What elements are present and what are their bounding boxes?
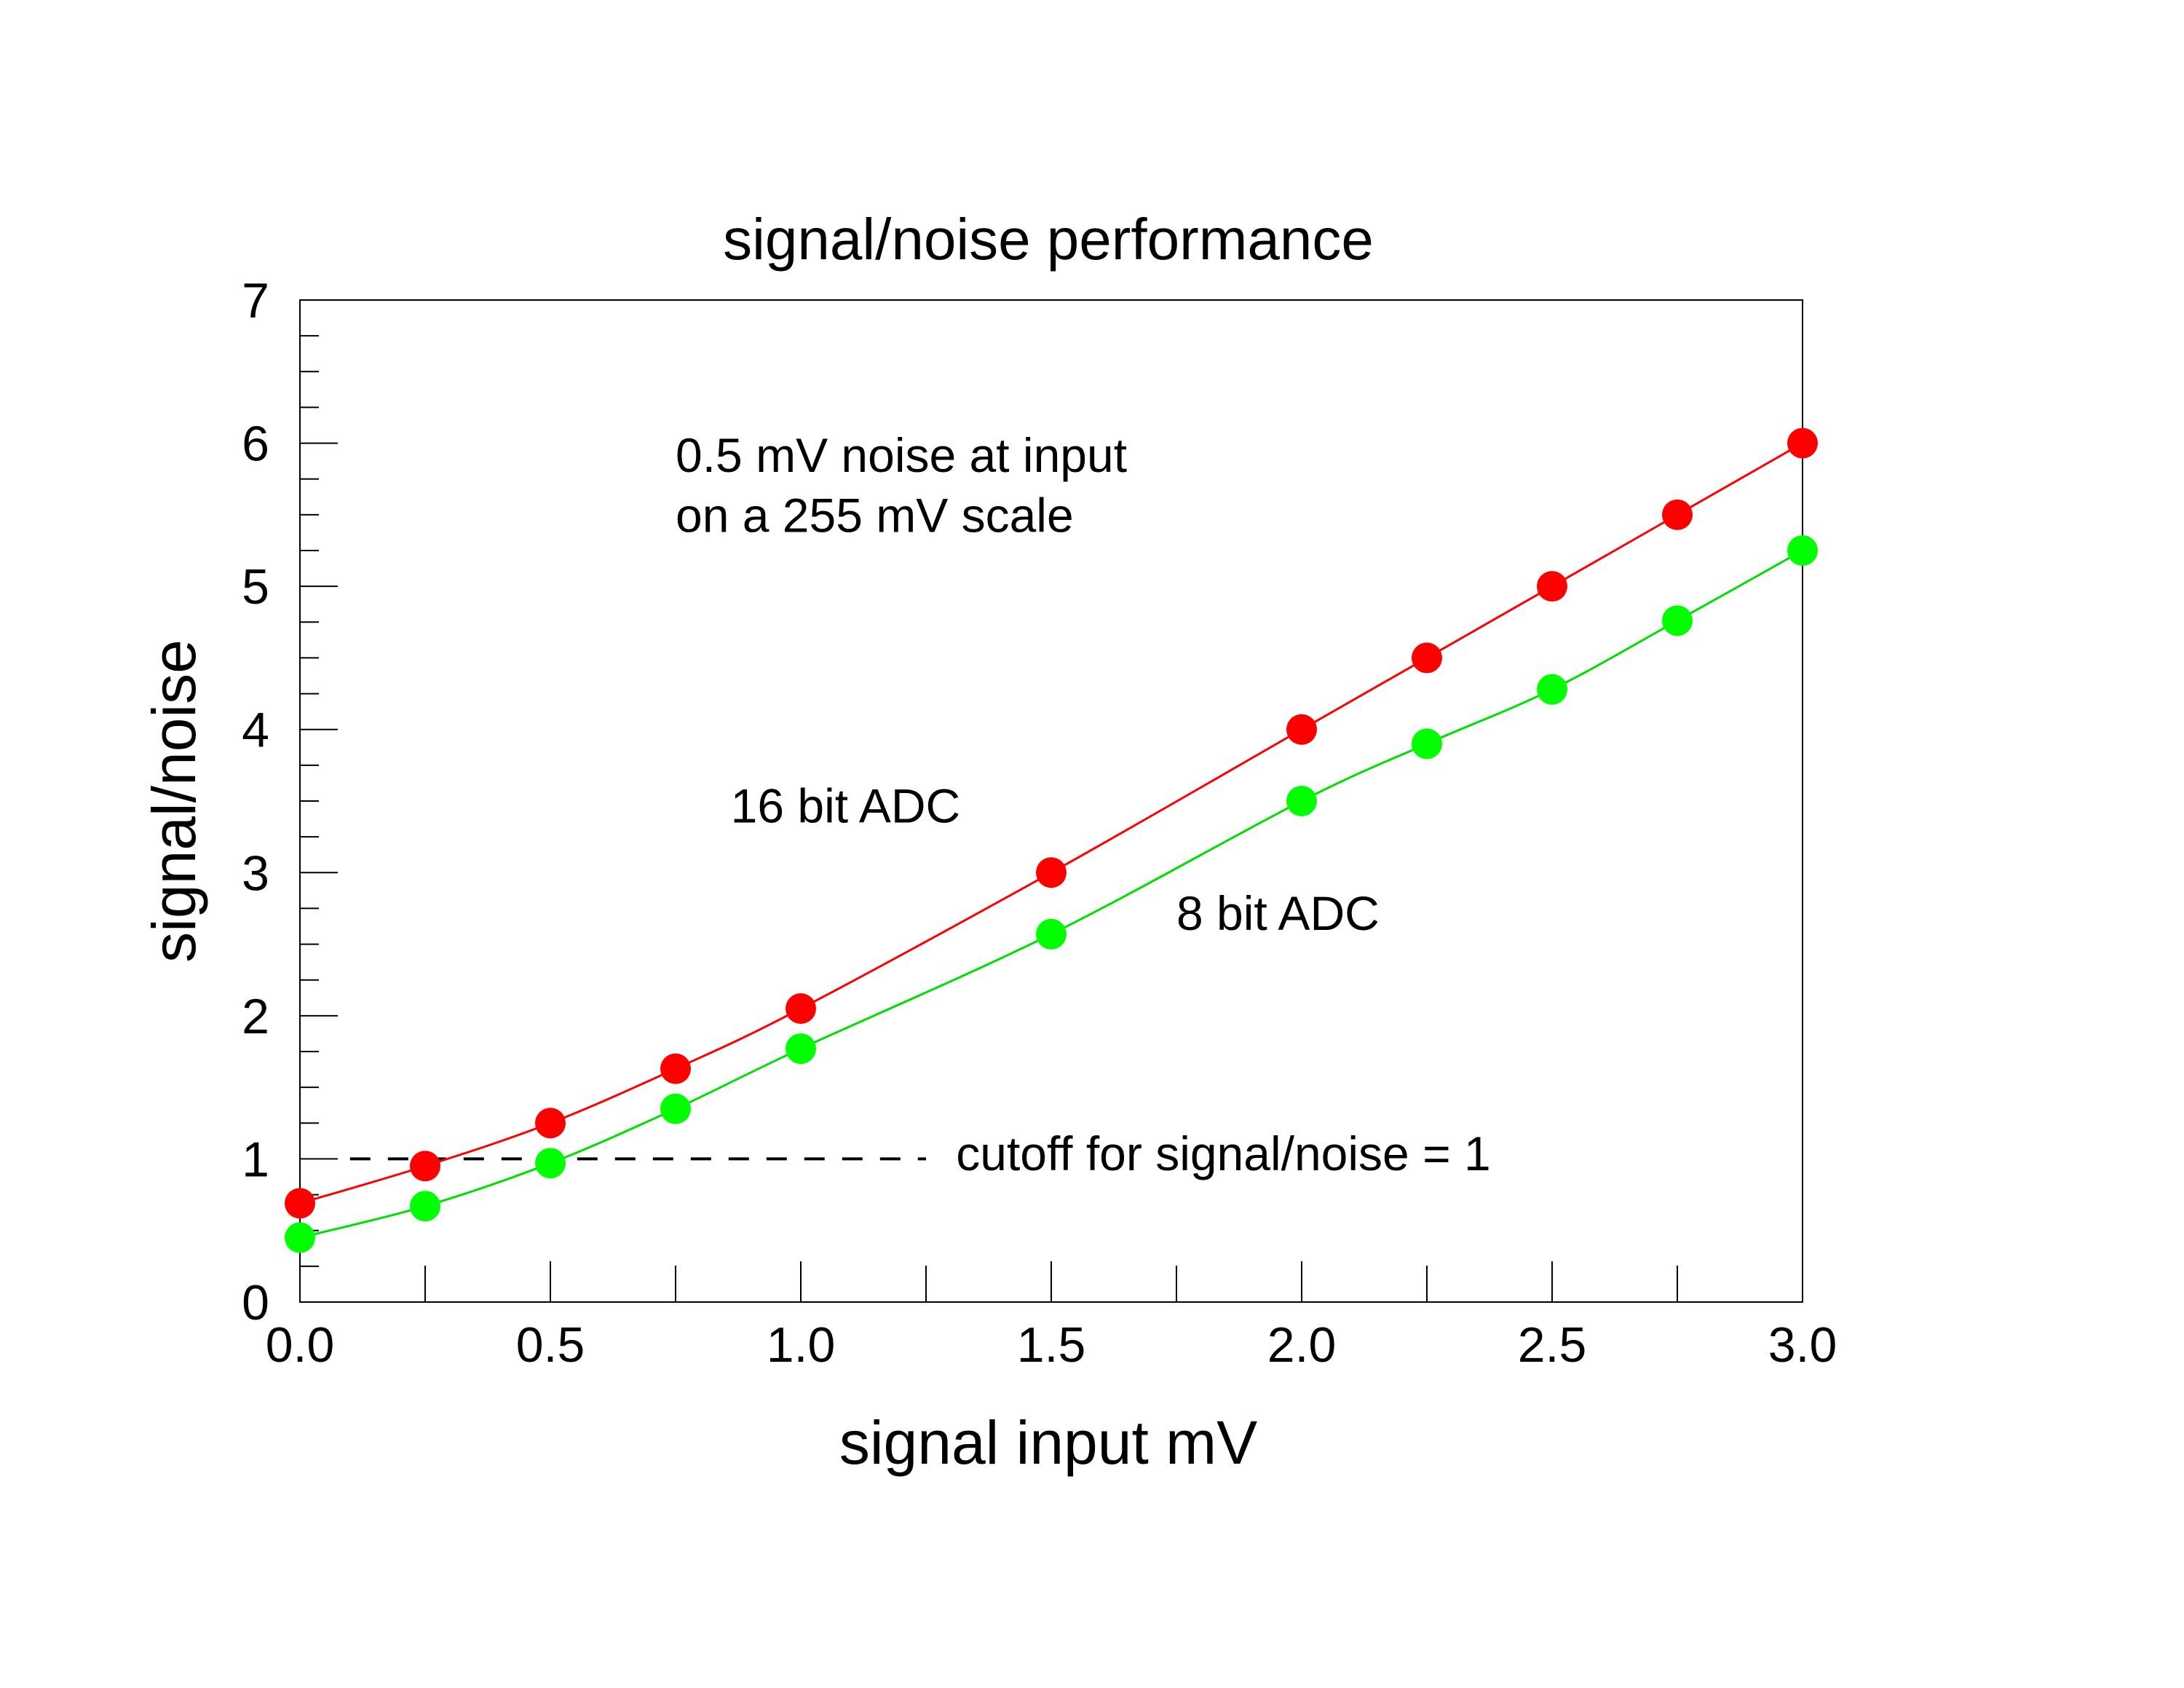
x-tick-label: 3.0 — [1768, 1317, 1837, 1373]
series-16bit-point — [1787, 427, 1818, 459]
annotation-layer: 0.5 mV noise at input on a 255 mV scale 16… — [676, 428, 1491, 1180]
series-16bit-point — [1286, 714, 1317, 745]
y-axis-title: signal/noise — [140, 639, 208, 963]
annotation: 8 bit ADC — [1176, 886, 1380, 940]
series-16bit-point — [410, 1151, 440, 1182]
annotation: 0.5 mV noise at input — [676, 428, 1127, 482]
y-tick-label: 4 — [242, 703, 269, 758]
series-16bit-point — [660, 1053, 691, 1084]
annotation: 16 bit ADC — [731, 778, 960, 832]
y-tick-label: 7 — [242, 273, 269, 328]
series-8bit-point — [660, 1093, 691, 1124]
minor-ticks — [300, 335, 1678, 1302]
y-tick-label: 2 — [242, 989, 269, 1044]
series-8bit-point — [1286, 786, 1317, 816]
series-layer — [285, 427, 1818, 1253]
y-tick-label: 1 — [242, 1132, 269, 1187]
y-ticks: 0 1 2 3 4 5 6 7 — [242, 273, 338, 1330]
x-axis-title: signal input mV — [839, 1408, 1257, 1477]
y-tick-label: 6 — [242, 417, 269, 472]
chart-title: signal/noise performance — [723, 207, 1374, 272]
series-8bit-point — [786, 1033, 816, 1065]
x-tick-label: 0.0 — [266, 1317, 335, 1373]
x-tick-label: 0.5 — [516, 1317, 585, 1373]
series-16bit-point — [285, 1188, 315, 1219]
annotation: on a 255 mV scale — [676, 488, 1074, 542]
y-tick-label: 5 — [242, 559, 269, 615]
x-tick-label: 1.5 — [1017, 1317, 1086, 1373]
series-16bit-point — [786, 993, 816, 1025]
series-8bit-point — [410, 1191, 440, 1222]
series-16bit-point — [535, 1108, 566, 1139]
y-tick-label: 3 — [242, 845, 269, 901]
annotation: cutoff for signal/noise = 1 — [956, 1127, 1490, 1180]
x-tick-label: 1.0 — [767, 1317, 836, 1373]
series-16bit-point — [1662, 499, 1693, 530]
series-8bit-point — [1662, 605, 1693, 636]
series-8bit-point — [1412, 728, 1442, 760]
x-ticks: 0.0 0.5 1.0 1.5 2.0 2.5 3.0 — [266, 1261, 1837, 1373]
x-tick-label: 2.5 — [1518, 1317, 1587, 1373]
series-8bit-point — [285, 1222, 315, 1253]
series-8bit-point — [1036, 918, 1067, 950]
series-16bit-point — [1036, 857, 1067, 888]
series-8bit-point — [1787, 535, 1818, 566]
series-8bit-point — [535, 1148, 566, 1179]
series-16bit-point — [1537, 571, 1567, 602]
y-tick-label: 0 — [242, 1275, 269, 1330]
series-8bit-point — [1537, 674, 1567, 705]
series-16bit-point — [1412, 642, 1442, 674]
x-tick-label: 2.0 — [1267, 1317, 1337, 1373]
